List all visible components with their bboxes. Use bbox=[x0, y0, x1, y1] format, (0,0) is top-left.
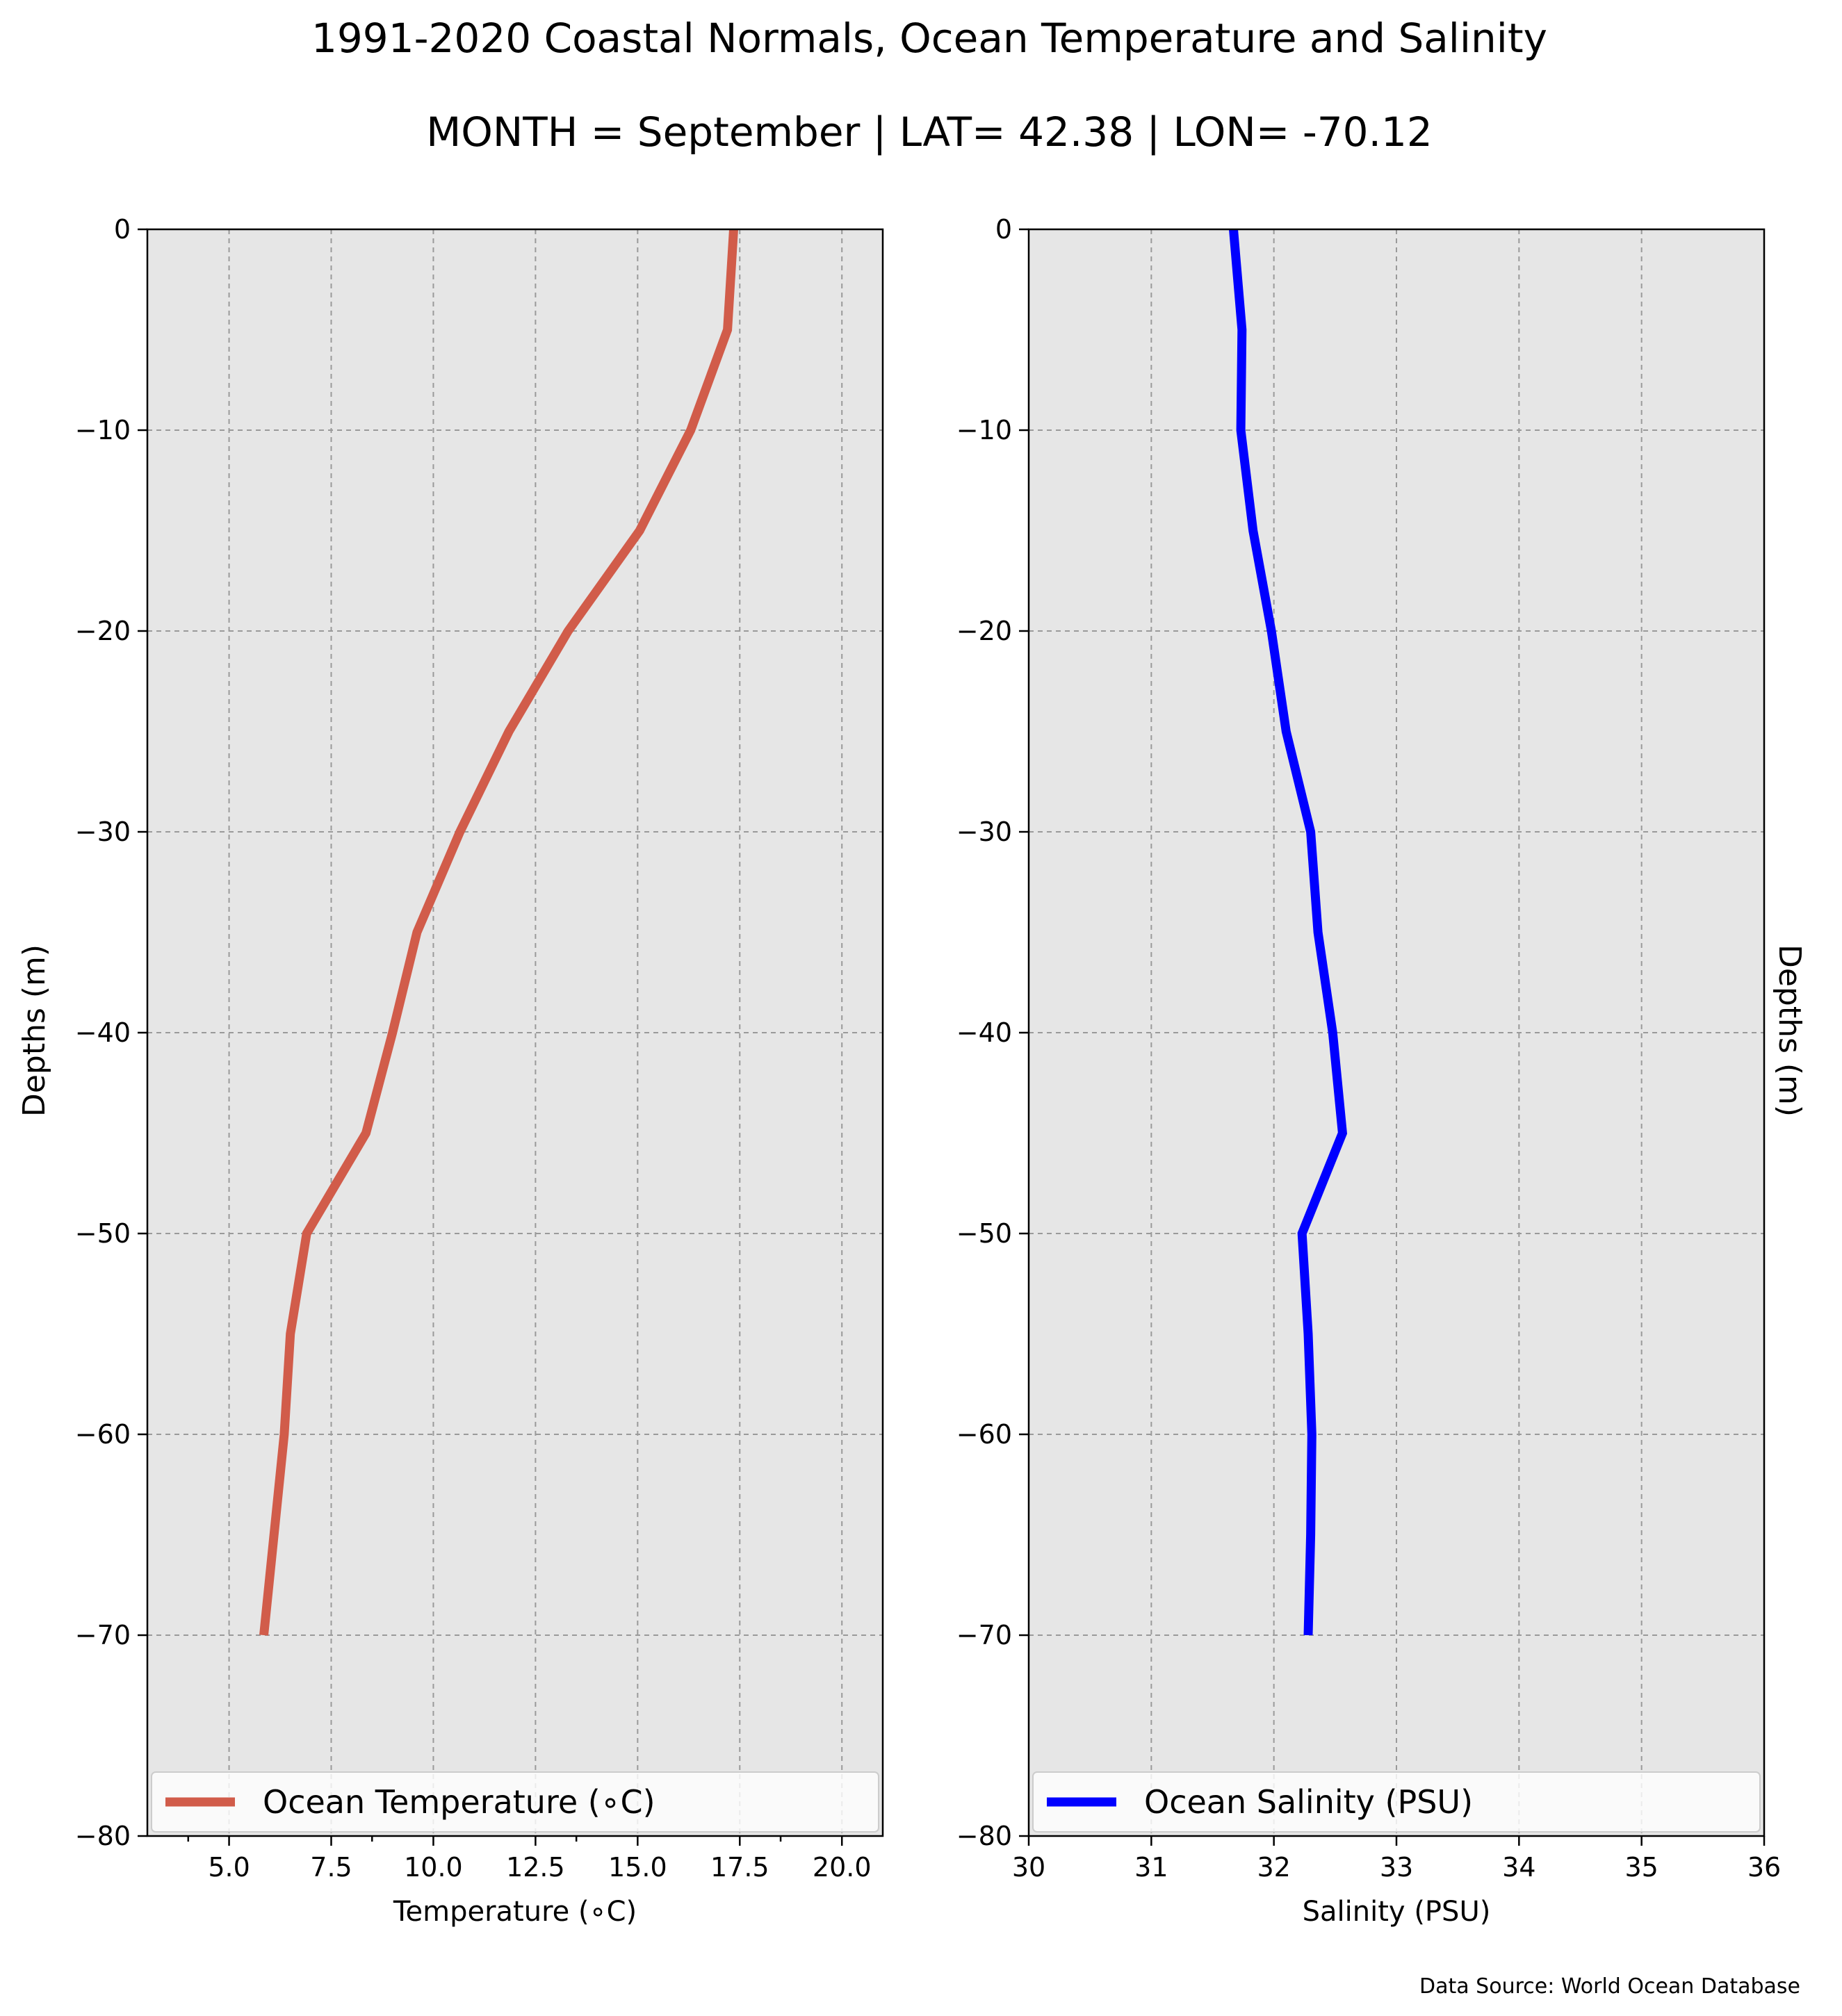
right-y-axis-label: Depths (m) bbox=[1772, 944, 1807, 1117]
temp-y-tick-label: −80 bbox=[75, 1821, 131, 1851]
temp-x-tick-label: 10.0 bbox=[404, 1852, 463, 1883]
temp-y-tick-label: 0 bbox=[114, 214, 131, 245]
chart-title: 1991-2020 Coastal Normals, Ocean Tempera… bbox=[311, 15, 1547, 62]
temp-y-tick-label: −20 bbox=[75, 616, 131, 646]
sal-x-tick-label: 31 bbox=[1134, 1852, 1168, 1883]
data-source-note: Data Source: World Ocean Database bbox=[1419, 1974, 1800, 1999]
temp-y-tick-label: −60 bbox=[75, 1419, 131, 1450]
temp-x-tick-label: 7.5 bbox=[310, 1852, 352, 1883]
sal-y-tick-label: −50 bbox=[956, 1218, 1012, 1249]
sal-y-tick-label: −30 bbox=[956, 817, 1012, 847]
sal-x-tick-label: 34 bbox=[1502, 1852, 1535, 1883]
sal-x-axis-label: Salinity (PSU) bbox=[1303, 1896, 1491, 1928]
sal-y-tick-label: −70 bbox=[956, 1620, 1012, 1650]
sal-x-tick-label: 32 bbox=[1257, 1852, 1290, 1883]
sal-y-tick-label: −20 bbox=[956, 616, 1012, 646]
temp-x-tick-label: 17.5 bbox=[710, 1852, 769, 1883]
sal-legend-box bbox=[1032, 1771, 1761, 1833]
sal-series-line bbox=[1229, 229, 1348, 1636]
temp-series-line bbox=[259, 229, 738, 1636]
temp-y-tick-label: −10 bbox=[75, 415, 131, 445]
temp-x-tick-label: 5.0 bbox=[208, 1852, 250, 1883]
temp-x-axis-label: Temperature (∘C) bbox=[393, 1896, 637, 1928]
left-y-axis-label: Depths (m) bbox=[17, 944, 52, 1117]
sal-y-tick-label: −60 bbox=[956, 1419, 1012, 1450]
temperature-panel: Ocean Temperature (∘C) 5.0 7.5 10.0 12.5 15.0… bbox=[75, 214, 884, 1928]
temp-legend-label: Ocean Temperature (∘C) bbox=[263, 1783, 655, 1821]
temp-x-tick-label: 20.0 bbox=[813, 1852, 872, 1883]
temp-y-tick-label: −50 bbox=[75, 1218, 131, 1249]
sal-y-tick-label: −80 bbox=[956, 1821, 1012, 1851]
sal-y-tick-label: 0 bbox=[995, 214, 1012, 245]
sal-legend: Ocean Salinity (PSU) bbox=[1032, 1771, 1761, 1833]
temp-y-tick-label: −70 bbox=[75, 1620, 131, 1650]
temp-legend: Ocean Temperature (∘C) bbox=[151, 1771, 879, 1833]
sal-x-tick-label: 35 bbox=[1624, 1852, 1658, 1883]
chart-subtitle: MONTH = September | LAT= 42.38 | LON= -7… bbox=[426, 108, 1433, 156]
sal-x-tick-label: 33 bbox=[1380, 1852, 1413, 1883]
temp-legend-box bbox=[151, 1771, 879, 1833]
salinity-panel: Ocean Salinity (PSU) 30 31 32 33 34 35 36 0 −10 −2… bbox=[956, 214, 1781, 1928]
sal-legend-label: Ocean Salinity (PSU) bbox=[1144, 1783, 1473, 1821]
temp-x-tick-label: 12.5 bbox=[506, 1852, 565, 1883]
sal-x-tick-label: 36 bbox=[1747, 1852, 1781, 1883]
temp-y-tick-label: −40 bbox=[75, 1017, 131, 1048]
temp-y-tick-label: −30 bbox=[75, 817, 131, 847]
temp-x-tick-label: 15.0 bbox=[608, 1852, 667, 1883]
sal-y-tick-label: −10 bbox=[956, 415, 1012, 445]
sal-y-tick-label: −40 bbox=[956, 1017, 1012, 1048]
sal-x-tick-label: 30 bbox=[1012, 1852, 1045, 1883]
